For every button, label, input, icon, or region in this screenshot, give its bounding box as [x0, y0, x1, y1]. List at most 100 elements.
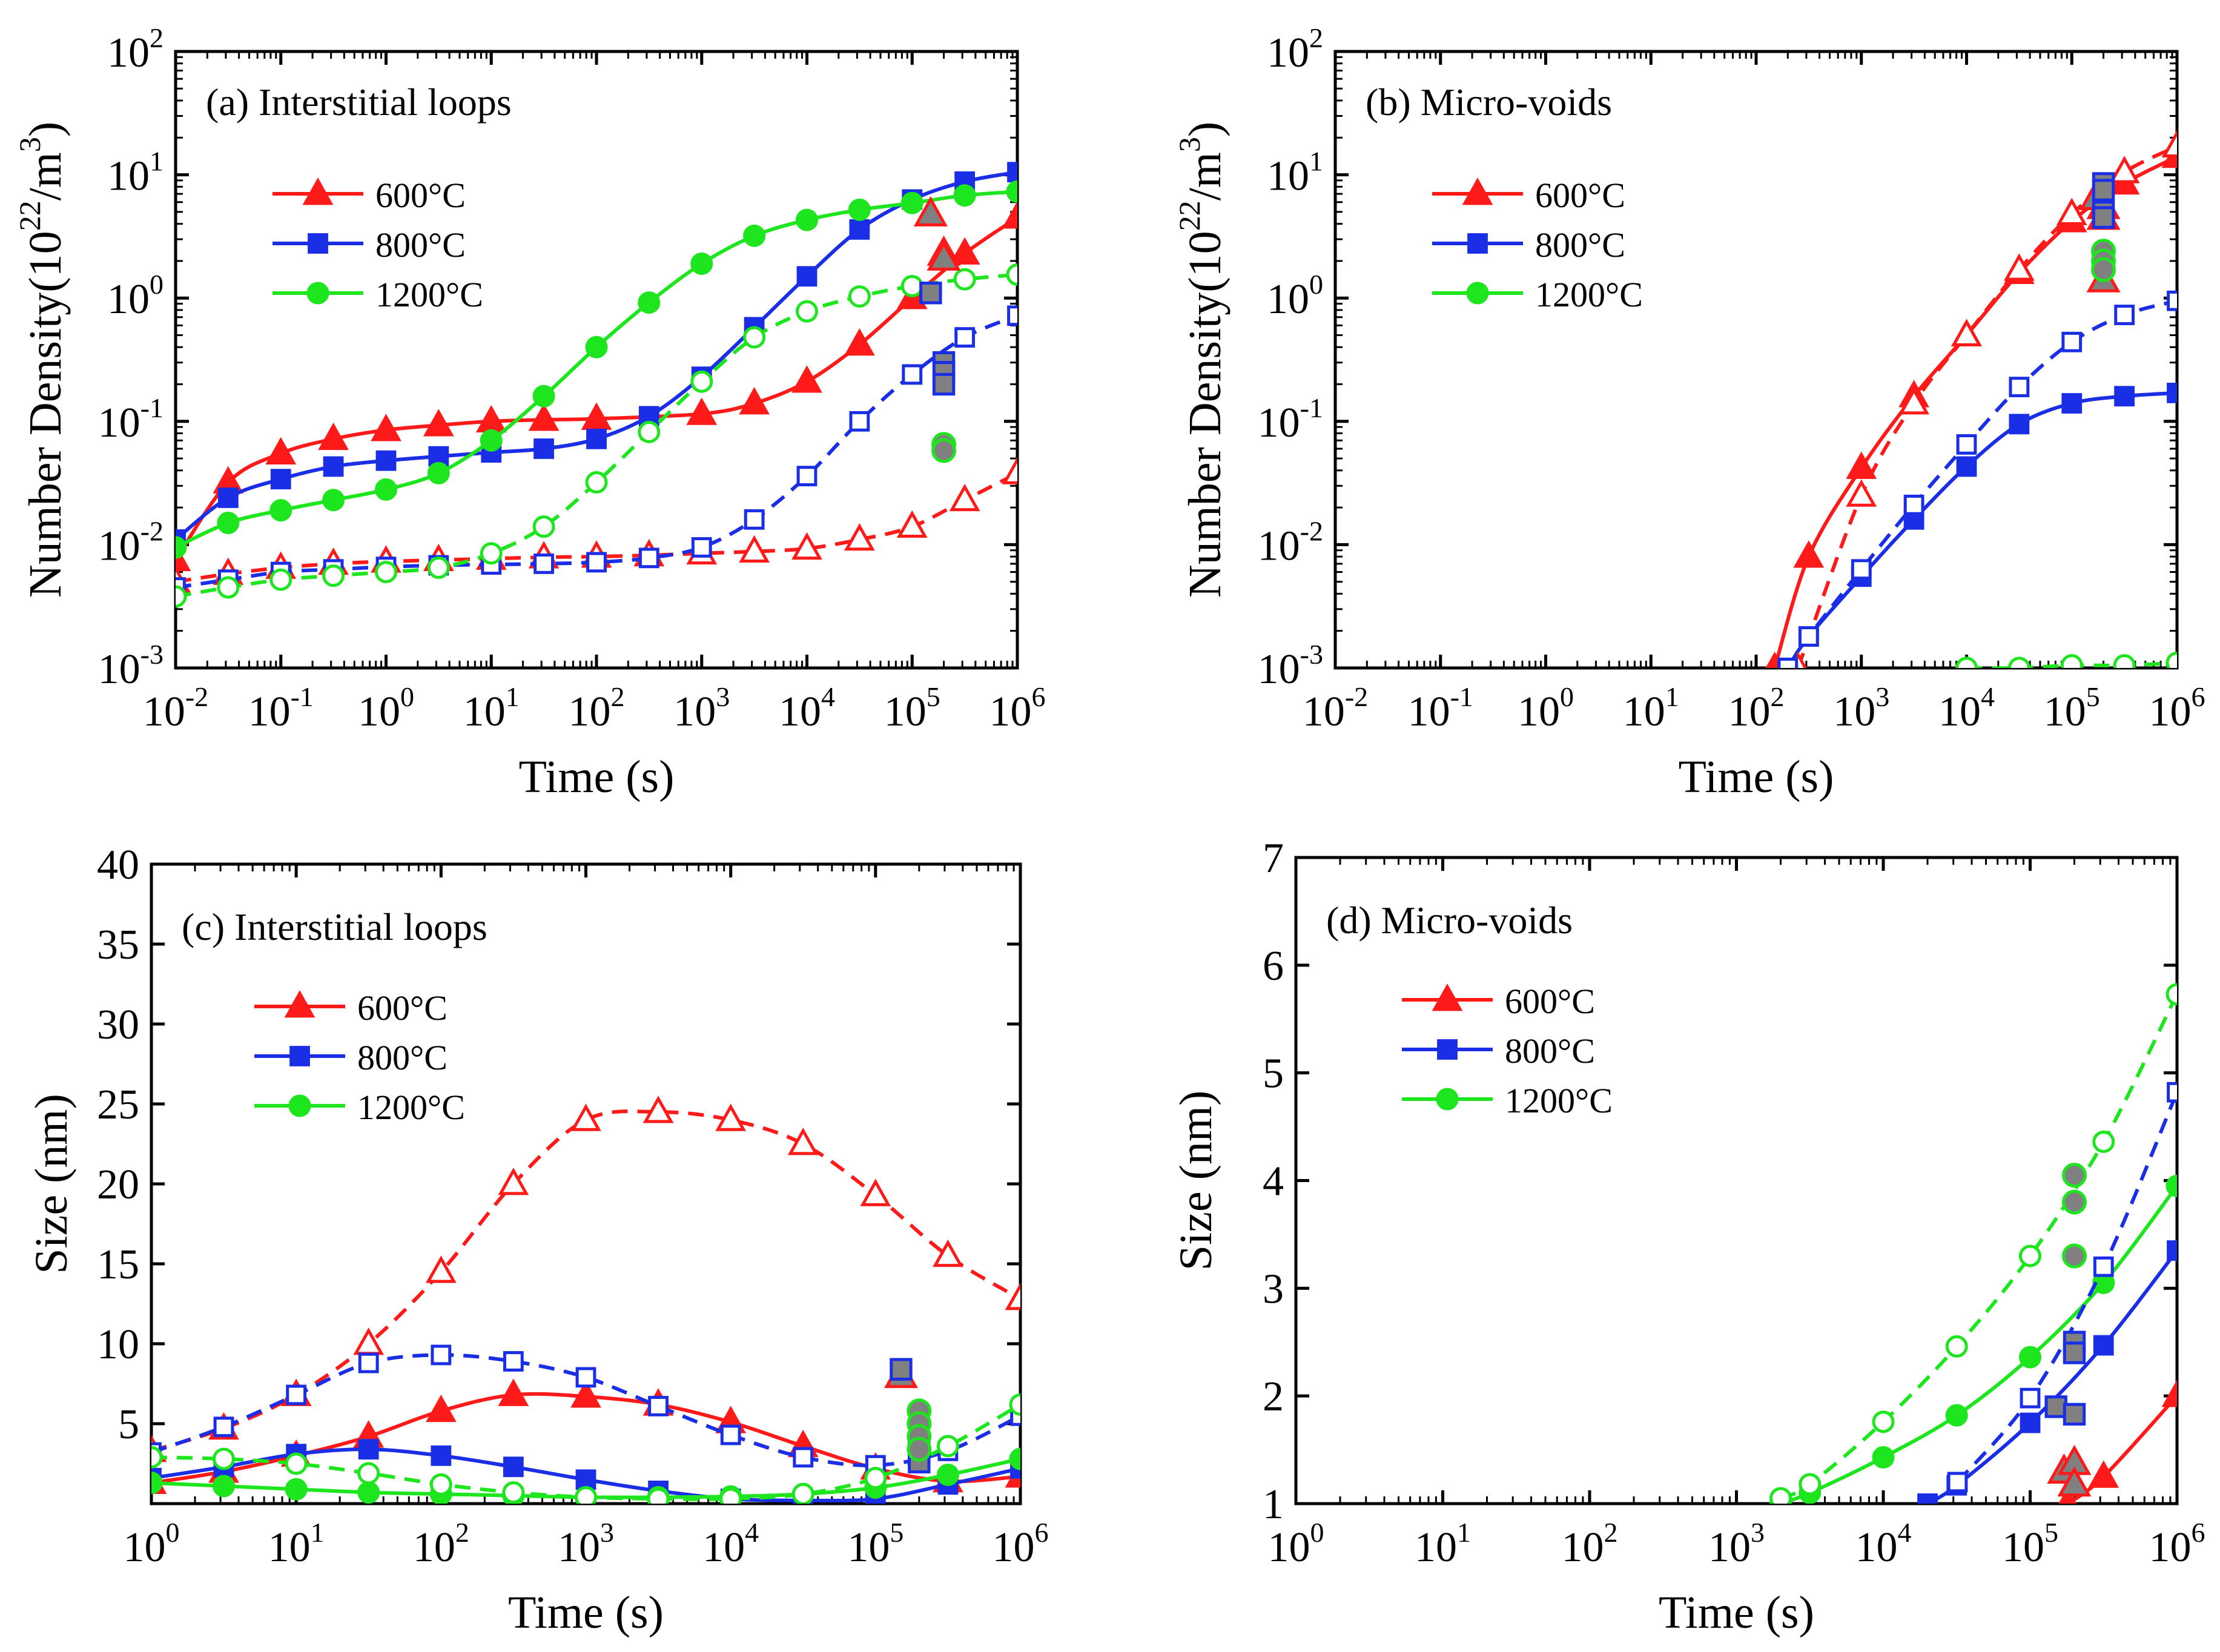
- legend-marker: [302, 177, 334, 205]
- data-point: [151, 1472, 163, 1495]
- data-point: [1846, 451, 1877, 479]
- x-tick-label: 106: [2149, 681, 2205, 735]
- series-600-solid: [176, 201, 1017, 572]
- data-point: [949, 483, 980, 512]
- data-point: [425, 1255, 457, 1283]
- data-point: [936, 1435, 959, 1458]
- data-point: [2093, 1335, 2114, 1356]
- data-point: [2092, 1130, 2115, 1153]
- x-tick-label: 105: [2002, 1517, 2058, 1571]
- data-point: [796, 208, 818, 231]
- data-point: [690, 370, 713, 393]
- data-point: [686, 397, 718, 425]
- data-point: [480, 429, 503, 452]
- y-tick-label: 4: [1263, 1158, 1284, 1205]
- data-point: [2009, 414, 2030, 435]
- data-point: [358, 1352, 379, 1373]
- data-point: [285, 1478, 308, 1501]
- data-point: [796, 266, 818, 287]
- data-point: [1945, 1335, 1968, 1358]
- data-point: [2113, 654, 2136, 668]
- y-axis-title: Number Density(1022/m3): [13, 122, 71, 598]
- experimental-600: [913, 196, 961, 271]
- data-point: [1006, 180, 1017, 203]
- data-point: [286, 1384, 307, 1406]
- y-tick-label: 15: [97, 1241, 139, 1288]
- x-tick-label: 10-1: [1408, 681, 1473, 735]
- data-point: [2093, 1256, 2114, 1277]
- data-point: [743, 326, 766, 349]
- x-tick-label: 102: [1562, 1517, 1618, 1571]
- data-point: [269, 499, 292, 522]
- x-tick-label: 100: [1268, 1517, 1324, 1571]
- experimental-800: [919, 282, 956, 396]
- legend-label: 600°C: [375, 176, 466, 215]
- legend: 600°C 800°C 1200°C: [254, 988, 465, 1127]
- y-tick-label: 100: [107, 269, 164, 323]
- data-point: [1898, 387, 1930, 415]
- data-point: [1798, 626, 1819, 647]
- data-point: [648, 1396, 669, 1416]
- experimental-point: [2061, 1189, 2087, 1215]
- legend: 600°C 800°C 1200°C: [1432, 176, 1643, 314]
- y-axis: 10-3 10-2 10-1 100 101 102: [1258, 22, 2177, 693]
- legend-label: 1200°C: [375, 275, 483, 314]
- data-point: [896, 510, 928, 538]
- panel-title: (d) Micro-voids: [1326, 899, 1573, 942]
- data-point: [1009, 1393, 1020, 1416]
- panel-title: (b) Micro-voids: [1366, 81, 1612, 124]
- data-point: [849, 219, 870, 240]
- x-axis: 10-2 10-1 100 101 102 103 104 105 106: [1303, 51, 2205, 735]
- series-1200-dashed: [1955, 652, 2177, 668]
- data-point: [502, 1481, 525, 1504]
- data-point: [358, 1439, 379, 1460]
- data-point: [2167, 290, 2177, 311]
- plot-area: [1765, 130, 2177, 668]
- y-axis: 1 2 3 4 5 6 7: [1263, 835, 2177, 1528]
- experimental-point: [913, 196, 948, 226]
- data-point: [1007, 305, 1017, 326]
- data-point: [498, 1168, 529, 1195]
- experimental-point: [2063, 1341, 2086, 1364]
- data-point: [586, 552, 607, 573]
- y-tick-label: 5: [118, 1401, 139, 1448]
- data-point: [719, 1487, 742, 1504]
- y-tick-label: 102: [107, 22, 164, 76]
- data-point: [690, 252, 713, 275]
- data-point: [1005, 1283, 1020, 1310]
- data-point: [953, 268, 976, 291]
- x-tick-label: 103: [558, 1517, 614, 1571]
- legend: 600°C 800°C 1200°C: [273, 176, 483, 314]
- x-axis-title: Time (s): [508, 1587, 664, 1638]
- data-point: [954, 327, 976, 348]
- data-point: [585, 335, 608, 358]
- legend-marker: [289, 1046, 310, 1066]
- data-point: [480, 542, 503, 565]
- experimental-point: [919, 282, 942, 305]
- legend-marker: [1432, 983, 1463, 1011]
- x-tick-label: 101: [1623, 681, 1679, 735]
- data-point: [213, 1475, 236, 1498]
- data-point: [2167, 382, 2177, 403]
- y-tick-label: 102: [1267, 22, 1323, 76]
- data-point: [375, 478, 397, 501]
- legend-marker: [308, 233, 328, 254]
- legend-marker: [306, 282, 329, 305]
- data-point: [2020, 1387, 2041, 1409]
- y-tick-label: 3: [1263, 1266, 1284, 1312]
- data-point: [2165, 983, 2177, 1006]
- data-point: [586, 428, 607, 449]
- data-point: [323, 456, 344, 477]
- data-point: [638, 547, 659, 569]
- x-tick-label: 105: [847, 1517, 904, 1571]
- data-point: [585, 471, 608, 494]
- series-line: [2066, 1395, 2177, 1504]
- data-point: [503, 1456, 524, 1478]
- data-point: [2019, 1346, 2041, 1369]
- legend-label: 1200°C: [1535, 275, 1643, 314]
- data-point: [902, 364, 923, 385]
- data-point: [2114, 386, 2135, 407]
- x-tick-label: 10-2: [1303, 681, 1368, 735]
- data-point: [691, 537, 712, 558]
- data-point: [570, 1380, 601, 1408]
